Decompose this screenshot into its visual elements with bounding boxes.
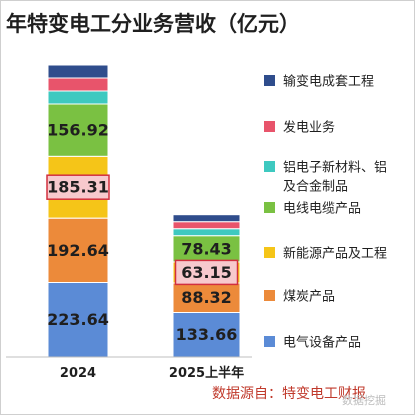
legend-label: 煤炭产品 — [283, 290, 335, 305]
data-label: 192.64 — [47, 241, 109, 260]
legend-label: 铝电子新材料、铝及合金制品 — [283, 160, 387, 195]
data-label: 223.64 — [47, 310, 109, 329]
highlight-box — [46, 174, 110, 200]
bar-segment-0-6 — [47, 64, 109, 79]
data-label: 156.92 — [47, 121, 109, 140]
bar-segment-0-5 — [47, 77, 109, 92]
legend-label: 输变电成套工程 — [283, 74, 374, 90]
legend-swatch — [264, 161, 275, 172]
data-label: 63.15 — [181, 263, 232, 282]
legend-label: 新能源产品及工程 — [283, 246, 387, 262]
bar-segment-1-6 — [172, 214, 241, 223]
source-note: 数据源自：特变电工财报 — [212, 386, 366, 402]
bar-segment-1-4 — [172, 228, 241, 237]
legend-swatch — [264, 75, 275, 86]
legend-swatch — [264, 202, 275, 213]
legend-swatch — [264, 290, 275, 301]
bar-segment-1-1 — [172, 282, 241, 313]
data-label: 88.32 — [181, 288, 232, 307]
legend-label: 发电业务 — [283, 120, 335, 136]
watermark-text: 数据挖掘 — [342, 394, 386, 407]
legend-label: 电线电缆产品 — [283, 201, 361, 217]
data-label: 133.66 — [176, 325, 238, 344]
bar-segment-1-3 — [172, 235, 241, 263]
bar-segment-1-5 — [172, 221, 241, 230]
bar-segment-0-1 — [47, 217, 109, 283]
legend-label: 电气设备产品 — [283, 335, 361, 351]
highlight-box — [174, 259, 239, 286]
bar-segment-0-3 — [47, 103, 109, 157]
legend-swatch — [264, 247, 275, 258]
chart-title: 年特变电工分业务营收（亿元） — [6, 12, 300, 36]
legend-swatch — [264, 121, 275, 132]
bar-segment-0-4 — [47, 90, 109, 105]
legend-swatch — [264, 336, 275, 347]
x-tick-label: 2025上半年 — [169, 365, 244, 381]
data-label: 185.31 — [47, 178, 109, 197]
data-label: 78.43 — [181, 239, 232, 258]
x-tick-label: 2024 — [60, 366, 96, 381]
